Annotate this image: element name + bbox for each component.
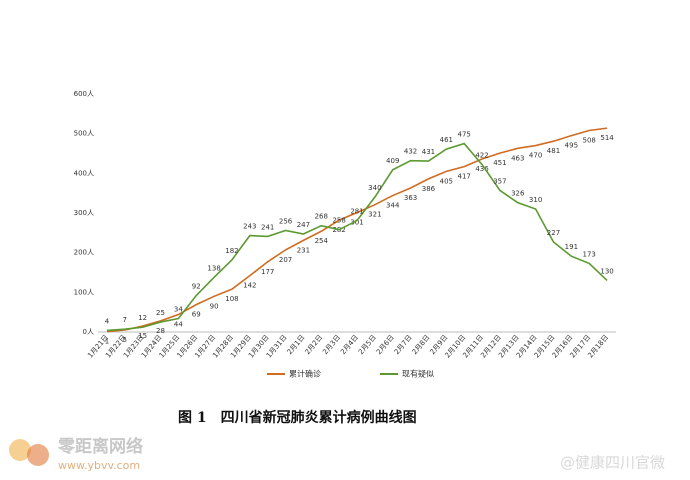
data-label: 108	[225, 295, 238, 303]
data-label: 142	[243, 282, 256, 290]
x-tick-label: 2月6日	[375, 333, 396, 356]
data-label: 495	[565, 142, 578, 150]
data-label: 256	[279, 217, 293, 225]
data-label: 254	[315, 237, 329, 245]
y-tick-label: 300人	[74, 209, 94, 217]
data-label: 340	[368, 184, 381, 192]
legend-label: 现有疑似	[402, 369, 434, 379]
data-label: 28	[156, 327, 165, 335]
data-label: 12	[138, 314, 147, 322]
data-label: 247	[297, 221, 310, 229]
data-label: 243	[243, 223, 256, 231]
data-label: 470	[529, 152, 542, 160]
data-label: 191	[565, 243, 578, 251]
logo	[9, 439, 49, 466]
data-label: 227	[547, 229, 560, 237]
y-tick-label: 600人	[74, 90, 94, 98]
line	[106, 142, 608, 332]
data-label: 301	[350, 219, 363, 227]
data-label: 268	[315, 213, 328, 221]
x-tick-label: 2月8日	[411, 333, 432, 356]
x-tick-label: 2月7日	[393, 333, 414, 356]
data-label: 417	[457, 173, 470, 181]
y-tick-label: 500人	[74, 130, 94, 138]
data-label: 241	[261, 223, 274, 231]
data-label: 258	[332, 217, 345, 225]
data-label: 436	[475, 165, 489, 173]
data-label: 409	[386, 157, 399, 165]
data-label: 173	[583, 250, 596, 258]
data-label: 34	[174, 306, 183, 314]
y-tick-label: 400人	[74, 169, 94, 177]
data-label: 231	[297, 246, 310, 254]
line	[106, 127, 608, 333]
data-label: 5	[123, 336, 127, 344]
data-label: 475	[457, 131, 470, 139]
data-label: 44	[174, 321, 183, 329]
data-label: 15	[138, 332, 147, 340]
y-tick-label: 0人	[83, 328, 94, 336]
data-label: 177	[261, 268, 274, 276]
watermark-left: 零距离网络	[57, 436, 143, 457]
caption: 图 1 四川省新冠肺炎累计病例曲线图	[178, 409, 417, 426]
watermark-url: www.ybvv.com	[58, 459, 140, 472]
data-label: 207	[279, 256, 292, 264]
data-label: 7	[123, 316, 127, 324]
data-label: 92	[192, 283, 201, 291]
data-label: 405	[440, 177, 453, 185]
legend-label: 累计确诊	[289, 369, 321, 379]
watermark-right: @健康四川官微	[560, 454, 665, 472]
data-label: 321	[368, 211, 381, 219]
data-label: 1	[105, 338, 109, 346]
data-label: 138	[207, 264, 220, 272]
data-label: 463	[511, 154, 524, 162]
x-tick-label: 2月5日	[357, 333, 378, 356]
data-label: 281	[350, 208, 363, 216]
data-label: 310	[529, 196, 542, 204]
data-label: 451	[493, 159, 506, 167]
data-label: 431	[422, 148, 435, 156]
data-label: 25	[156, 309, 165, 317]
data-label: 90	[210, 302, 219, 310]
data-label: 386	[422, 185, 436, 193]
data-label: 508	[583, 136, 596, 144]
data-label: 344	[386, 202, 400, 210]
data-label: 514	[600, 134, 614, 142]
x-tick-label: 2月1日	[286, 333, 307, 356]
y-tick-label: 100人	[74, 288, 94, 296]
data-label: 182	[225, 247, 238, 255]
x-tick-label: 2月2日	[303, 333, 324, 356]
x-tick-label: 2月4日	[339, 333, 360, 356]
data-label: 481	[547, 147, 560, 155]
data-label: 357	[493, 177, 506, 185]
data-label: 130	[600, 267, 613, 275]
x-tick-label: 2月3日	[321, 333, 342, 356]
data-label: 4	[105, 317, 110, 325]
data-label: 326	[511, 190, 525, 198]
data-label: 432	[404, 148, 417, 156]
data-label: 422	[475, 152, 488, 160]
data-label: 69	[192, 311, 201, 319]
data-label: 363	[404, 194, 417, 202]
y-tick-label: 200人	[74, 249, 94, 257]
data-label: 461	[440, 136, 453, 144]
